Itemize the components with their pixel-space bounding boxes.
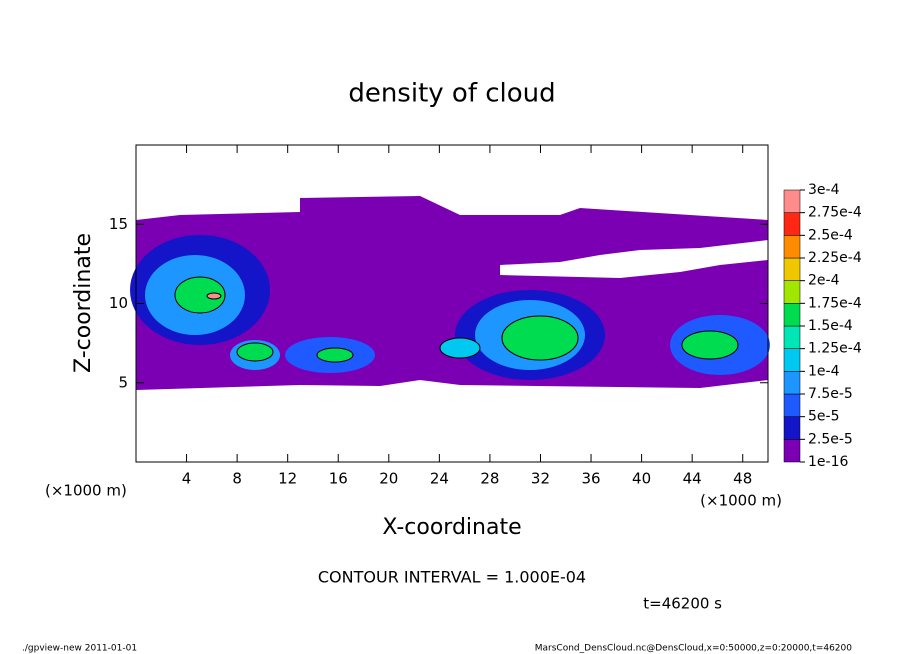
colorbar-box <box>783 325 801 349</box>
colorbar-label: 2.5e-5 <box>808 431 853 447</box>
x-axis-label: X-coordinate <box>382 515 521 540</box>
x-tick-label: 8 <box>232 470 242 488</box>
colorbar-label: 1.75e-4 <box>808 295 862 311</box>
x-unit: (×1000 m) <box>700 492 782 510</box>
colorbar-label: 1.25e-4 <box>808 341 862 357</box>
contour-interval: CONTOUR INTERVAL = 1.000E-04 <box>318 568 586 587</box>
colorbar-label: 1e-16 <box>808 454 848 470</box>
time-label: t=46200 s <box>643 595 722 613</box>
field-blob <box>439 337 481 359</box>
x-tick-label: 20 <box>379 470 398 488</box>
y-tick-label: 10 <box>109 294 128 312</box>
colorbar-label: 1.5e-4 <box>808 318 853 334</box>
colorbar-box <box>783 303 801 327</box>
x-tick-label: 28 <box>480 470 499 488</box>
field-blob <box>236 342 274 362</box>
x-tick-label: 40 <box>632 470 651 488</box>
field-blob <box>316 347 354 363</box>
footer-right: MarsCond_DensCloud.nc@DensCloud,x=0:5000… <box>535 644 852 654</box>
y-tick-label: 15 <box>109 215 128 233</box>
footer-left: ./gpview-new 2011-01-01 <box>22 644 137 654</box>
x-tick-label: 44 <box>683 470 702 488</box>
colorbar-label: 2e-4 <box>808 273 840 289</box>
y-unit: (×1000 m) <box>45 482 127 500</box>
colorbar-box <box>783 416 801 440</box>
colorbar-box <box>783 257 801 281</box>
field-blob <box>174 276 226 314</box>
colorbar-label: 2.25e-4 <box>808 250 862 266</box>
x-tick-label: 24 <box>430 470 449 488</box>
field-blob <box>681 330 739 360</box>
colorbar-box <box>783 280 801 304</box>
field <box>130 196 770 390</box>
colorbar-label: 3e-4 <box>808 182 840 198</box>
y-tick-label: 5 <box>118 373 128 391</box>
colorbar-box <box>783 189 801 213</box>
colorbar-box <box>783 348 801 372</box>
colorbar-box <box>783 439 801 463</box>
field-base <box>136 196 768 390</box>
chart-title: density of cloud <box>348 79 555 109</box>
colorbar-label: 7.5e-5 <box>808 386 853 402</box>
colorbar-label: 1e-4 <box>808 363 840 379</box>
colorbar-box <box>783 371 801 395</box>
colorbar-box <box>783 235 801 259</box>
x-tick-label: 32 <box>531 470 550 488</box>
colorbar-box <box>783 393 801 417</box>
field-blob <box>501 315 579 361</box>
x-tick-label: 16 <box>329 470 348 488</box>
colorbar-box <box>783 212 801 236</box>
colorbar-label: 2.75e-4 <box>808 205 862 221</box>
x-tick-label: 36 <box>581 470 600 488</box>
x-tick-label: 48 <box>733 470 752 488</box>
colorbar-label: 5e-5 <box>808 409 839 425</box>
x-tick-label: 4 <box>182 470 192 488</box>
y-axis-label: Z-coordinate <box>71 233 96 373</box>
field-blob <box>206 292 222 300</box>
colorbar-label: 2.5e-4 <box>808 227 853 243</box>
x-tick-label: 12 <box>278 470 297 488</box>
